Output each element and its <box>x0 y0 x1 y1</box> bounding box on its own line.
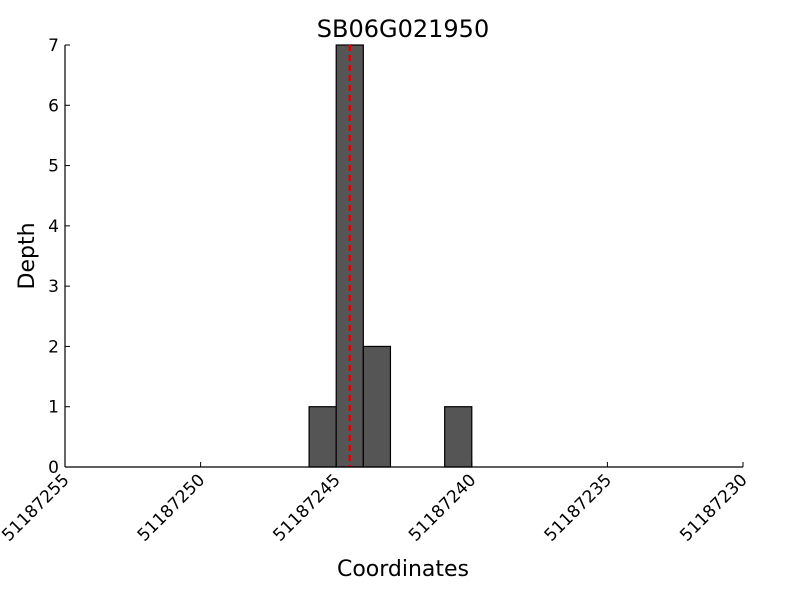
y-tick-label: 5 <box>48 157 59 177</box>
x-tick-label: 51187250 <box>134 470 209 545</box>
bar <box>362 345 392 468</box>
y-tick-label: 4 <box>48 217 59 237</box>
chart-title: SB06G021950 <box>317 15 489 43</box>
y-tick-label: 7 <box>48 36 59 56</box>
y-tick-label: 3 <box>48 277 59 297</box>
bar <box>308 406 337 468</box>
y-axis-label: Depth <box>15 222 40 289</box>
bar <box>444 406 473 468</box>
y-tick-label: 2 <box>48 337 59 357</box>
x-tick-label: 51187240 <box>405 470 480 545</box>
y-tick-label: 0 <box>48 458 59 478</box>
x-tick-label: 51187230 <box>676 470 751 545</box>
x-axis-label: Coordinates <box>337 557 469 582</box>
x-tick-label: 51187235 <box>541 470 616 545</box>
y-tick-label: 1 <box>48 398 59 418</box>
x-tick-label: 51187245 <box>269 470 344 545</box>
y-tick-label: 6 <box>48 96 59 116</box>
x-tick-label: 51187255 <box>0 470 74 545</box>
